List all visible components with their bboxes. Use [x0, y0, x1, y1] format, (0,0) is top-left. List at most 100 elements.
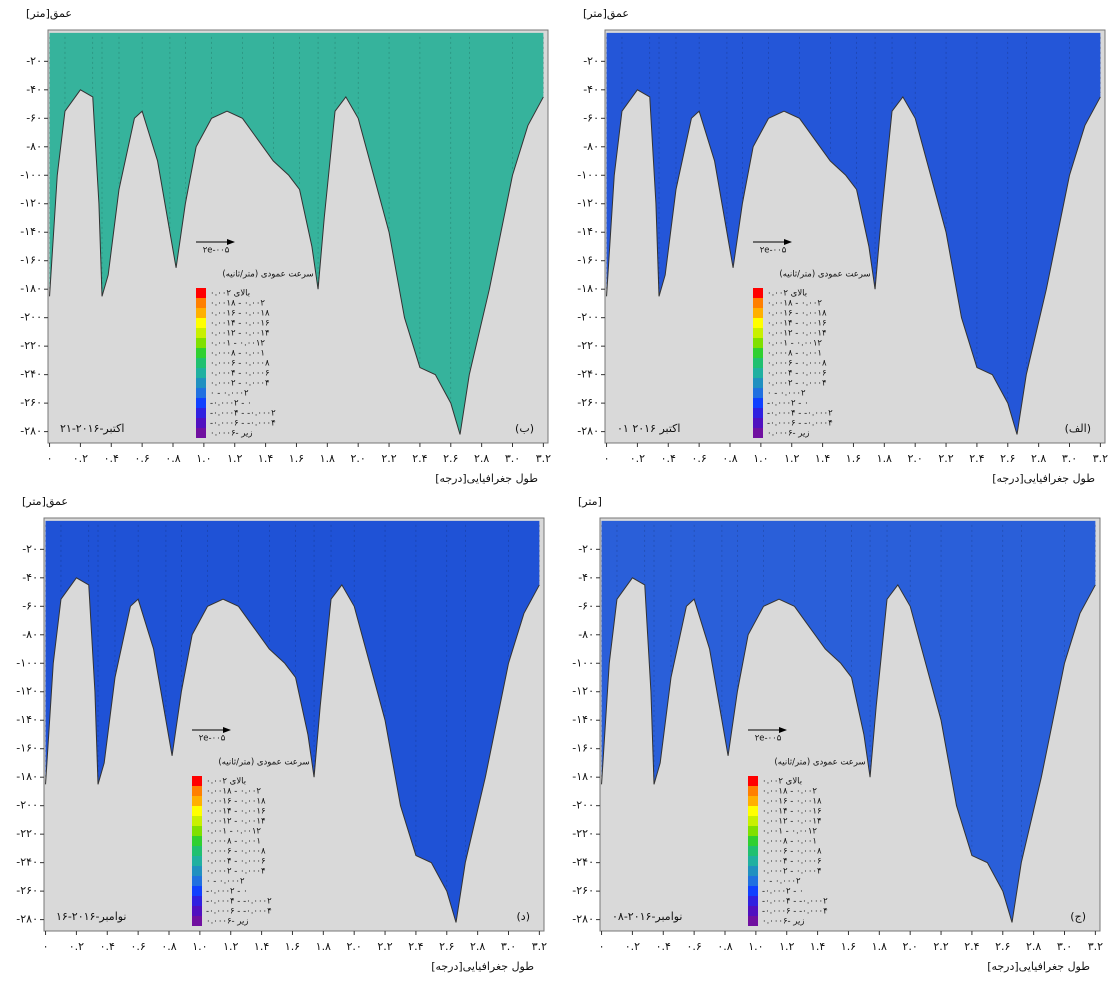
legend-label: بالای ۰.۰۰۲ [210, 289, 250, 299]
legend-label: ۰.۰۰۱۲ - ۰.۰۰۱۴ [206, 817, 266, 827]
legend-swatch [753, 388, 763, 398]
legend-label: ۰.۰۰۰۶ - ۰.۰۰۰۸ [206, 847, 266, 857]
legend-swatch [196, 388, 206, 398]
legend-label: ۰.۰۰۱۶ - ۰.۰۰۱۸ [762, 797, 822, 807]
x-tick-label: ۱.۲ [779, 940, 794, 953]
x-tick-label: ۱.۸ [877, 452, 892, 465]
y-tick-label: -۱۰۰ [20, 168, 42, 181]
legend-swatch [192, 896, 202, 906]
x-tick-label: ۲.۲ [938, 452, 953, 465]
legend-swatch [753, 318, 763, 328]
y-tick-label: -۸۰ [583, 140, 599, 153]
legend-swatch [753, 288, 763, 298]
legend-label: -۰.۰۰۰۴ - -۰.۰۰۰۲ [206, 897, 272, 907]
legend-swatch [748, 796, 758, 806]
legend-swatch [192, 826, 202, 836]
legend-label: -۰.۰۰۰۴ - -۰.۰۰۰۲ [767, 409, 833, 419]
y-tick-label: -۴۰ [583, 83, 599, 96]
y-tick-label: -۱۰۰ [16, 656, 38, 669]
legend-swatch [753, 328, 763, 338]
y-tick-label: -۸۰ [26, 140, 42, 153]
legend-label: ۰ - ۰.۰۰۰۲ [206, 877, 245, 887]
panel-label: (الف) [1065, 422, 1091, 435]
legend-swatch [748, 876, 758, 886]
seabed-line [601, 577, 1096, 923]
x-tick-label: ۲.۰ [903, 940, 918, 953]
plot-frame [43, 517, 545, 932]
legend-swatch [192, 796, 202, 806]
y-tick-label: -۴۰ [22, 571, 38, 584]
legend-swatch [192, 886, 202, 896]
legend-swatch [192, 916, 202, 926]
x-tick-label: ۲.۰ [908, 452, 923, 465]
legend-label: -۰.۰۰۰۴ - -۰.۰۰۰۲ [762, 897, 828, 907]
x-tick-label: ۳.۰ [505, 452, 520, 465]
legend-label: بالای ۰.۰۰۲ [762, 777, 802, 787]
legend-swatch [753, 348, 763, 358]
x-tick-label: ۲.۶ [443, 452, 458, 465]
y-tick-label: -۴۰ [578, 571, 594, 584]
seabed-line [606, 89, 1101, 435]
y-tick-label: -۱۶۰ [577, 254, 599, 267]
legend-label: ۰.۰۰۰۶ - ۰.۰۰۰۸ [767, 359, 827, 369]
y-axis-title: عمق[متر] [583, 7, 629, 21]
x-tick-label: ۲.۴ [412, 452, 427, 465]
y-tick-label: -۱۰۰ [577, 168, 599, 181]
legend-swatch [192, 856, 202, 866]
legend-swatch [748, 906, 758, 916]
y-tick-label: -۲۰۰ [16, 799, 38, 812]
x-tick-label: ۲.۶ [439, 940, 454, 953]
legend-label: ۰.۰۰۱ - ۰.۰۰۱۲ [762, 827, 817, 837]
x-tick-label: ۱.۰ [748, 940, 763, 953]
legend-label: -۰.۰۰۰۲ - ۰ [210, 399, 252, 409]
x-tick-label: ۰.۸ [722, 452, 737, 465]
legend-swatch [748, 916, 758, 926]
legend-swatch [196, 358, 206, 368]
x-tick-label: ۰ [599, 940, 605, 953]
legend-swatch [192, 836, 202, 846]
legend-swatch [192, 866, 202, 876]
y-tick-label: -۲۰۰ [577, 311, 599, 324]
x-tick-label: ۲.۴ [964, 940, 979, 953]
legend-swatch [753, 338, 763, 348]
legend-label: ۰.۰۰۰۸ - ۰.۰۰۱ [206, 837, 261, 847]
y-tick-label: -۲۸۰ [20, 425, 42, 438]
legend-swatch [192, 846, 202, 856]
legend-label: زیر -۰.۰۰۰۶ [762, 917, 804, 927]
plot-frame [599, 517, 1101, 932]
x-tick-label: ۰ [43, 940, 49, 953]
legend-label: -۰.۰۰۰۶ - -۰.۰۰۰۴ [210, 419, 276, 429]
x-tick-label: ۰.۶ [134, 452, 149, 465]
y-tick-label: -۲۶۰ [572, 884, 594, 897]
x-tick-label: ۳.۲ [1093, 452, 1108, 465]
legend-label: ۰.۰۰۰۸ - ۰.۰۰۱ [762, 837, 817, 847]
x-tick-label: ۰.۲ [625, 940, 640, 953]
legend-label: بالای ۰.۰۰۲ [767, 289, 807, 299]
x-tick-label: ۰.۶ [130, 940, 145, 953]
y-tick-label: -۱۲۰ [20, 197, 42, 210]
legend-title: سرعت عمودی (متر/ثانیه) [779, 270, 870, 280]
x-tick-label: ۰.۴ [661, 452, 676, 465]
legend-swatch [192, 786, 202, 796]
x-tick-label: ۳.۲ [532, 940, 547, 953]
legend-label: ۰.۰۰۰۸ - ۰.۰۰۱ [767, 349, 822, 359]
x-axis-title: طول جغرافیایی[درجه] [987, 960, 1090, 973]
plot-frame [604, 29, 1106, 444]
legend-label: ۰.۰۰۰۶ - ۰.۰۰۰۸ [210, 359, 270, 369]
x-tick-label: ۳.۰ [1062, 452, 1077, 465]
legend-swatch [196, 378, 206, 388]
legend-label: -۰.۰۰۰۲ - ۰ [767, 399, 809, 409]
x-tick-label: ۲.۲ [377, 940, 392, 953]
legend-swatch [748, 776, 758, 786]
legend-label: -۰.۰۰۰۶ - -۰.۰۰۰۴ [767, 419, 833, 429]
x-tick-label: ۱.۸ [872, 940, 887, 953]
y-tick-label: -۲۸۰ [577, 425, 599, 438]
legend-label: ۰.۰۰۰۲ - ۰.۰۰۰۴ [206, 867, 266, 877]
y-tick-label: -۲۴۰ [577, 368, 599, 381]
panel-label: (ب) [515, 422, 534, 435]
y-tick-label: -۱۲۰ [577, 197, 599, 210]
legend-label: ۰.۰۰۰۴ - ۰.۰۰۰۶ [206, 857, 266, 867]
legend-swatch [196, 348, 206, 358]
panel-date: ۰۱ اکتبر ۲۰۱۶ [617, 422, 680, 435]
